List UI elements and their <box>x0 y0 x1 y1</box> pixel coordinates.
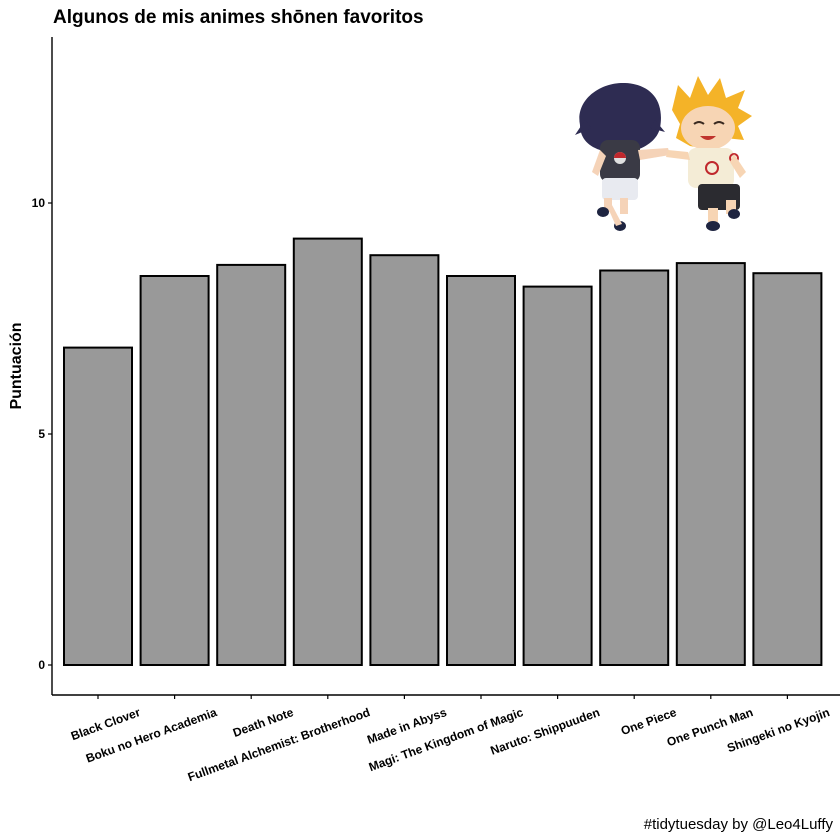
y-tick-label-2: 10 <box>32 196 46 210</box>
chart-title: Algunos de mis animes shōnen favoritos <box>53 7 424 28</box>
y-axis-title: Puntuación <box>8 322 25 409</box>
chibi-characters-illustration <box>575 76 752 231</box>
x-tick-label-7: One Piece <box>619 705 679 738</box>
bar-0 <box>63 346 133 666</box>
bar-7 <box>599 269 670 666</box>
y-tick-label-0: 0 <box>38 658 45 672</box>
bar-3 <box>292 237 363 666</box>
bar-8 <box>675 262 746 666</box>
y-axis-ticks: 0 5 10 <box>32 196 52 672</box>
y-tick-label-1: 5 <box>38 427 45 441</box>
bar-4 <box>369 254 440 666</box>
x-tick-label-1: Boku no Hero Academia <box>84 705 219 766</box>
blond-chibi-icon <box>666 76 752 231</box>
dark-haired-chibi-icon <box>575 82 670 231</box>
bars-group <box>63 237 823 666</box>
bar-1 <box>139 275 210 666</box>
bar-2 <box>216 263 287 666</box>
bar-6 <box>522 285 593 666</box>
bar-9 <box>752 272 823 666</box>
chart-caption: #tidytuesday by @Leo4Luffy <box>644 816 834 833</box>
bar-5 <box>446 275 516 666</box>
